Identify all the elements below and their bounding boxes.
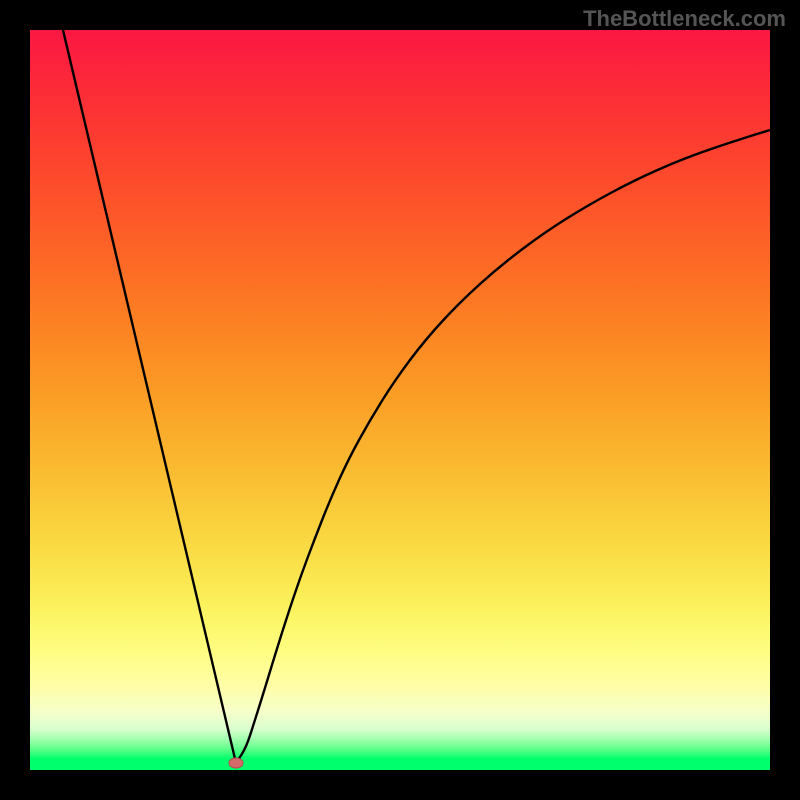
minimum-marker [229, 758, 243, 768]
plot-svg [30, 30, 770, 770]
gradient-background [30, 30, 770, 770]
chart-container: TheBottleneck.com [0, 0, 800, 800]
plot-area [30, 30, 770, 770]
watermark-text: TheBottleneck.com [583, 6, 786, 32]
